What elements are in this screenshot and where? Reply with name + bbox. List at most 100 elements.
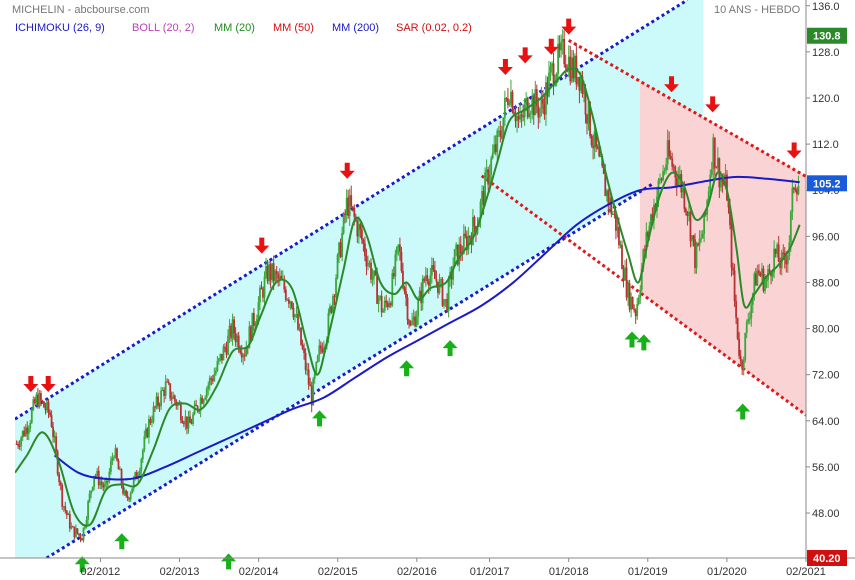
- candle-body: [560, 41, 563, 51]
- candle-body: [93, 475, 96, 487]
- candle-body: [271, 263, 274, 280]
- candle-body: [24, 427, 27, 436]
- candle-body: [265, 265, 267, 277]
- legend-ma200[interactable]: MM (200): [332, 22, 380, 34]
- candle-body: [636, 304, 639, 317]
- candle-body: [417, 300, 420, 317]
- candle-body: [777, 244, 780, 262]
- candle-body: [368, 262, 371, 264]
- candle-body: [519, 114, 521, 120]
- legend-ma20[interactable]: MM (20): [214, 22, 255, 34]
- x-tick-label: 01/2017: [470, 566, 510, 578]
- y-tick-label: 48.00: [812, 508, 840, 520]
- candle-body: [616, 227, 619, 231]
- candle-body: [578, 76, 581, 91]
- candle-body: [198, 410, 201, 412]
- candle-body: [116, 448, 118, 461]
- candle-body: [514, 115, 517, 122]
- candle-body: [473, 216, 476, 227]
- x-tick-label: 01/2018: [549, 566, 589, 578]
- ma200-line: [53, 175, 800, 481]
- candle-body: [782, 252, 785, 254]
- candle-body: [678, 174, 681, 178]
- y-tick-label: 112.0: [812, 139, 839, 151]
- candle-body: [399, 244, 401, 252]
- candle-body: [169, 383, 172, 399]
- legend-bollinger[interactable]: BOLL (20, 2): [132, 22, 195, 34]
- candle-body: [510, 91, 512, 104]
- candle-body: [668, 140, 671, 156]
- candle-body: [643, 249, 646, 251]
- candle-body: [552, 63, 555, 86]
- candle-body: [511, 91, 514, 113]
- buy-signal-arrow-icon: [74, 556, 90, 573]
- candle-body: [79, 534, 82, 539]
- candle-body: [245, 347, 248, 357]
- candle-body: [30, 409, 33, 423]
- candle-body: [523, 104, 526, 118]
- candle-body: [357, 224, 360, 237]
- candle-body: [183, 423, 185, 425]
- candle-body: [684, 208, 687, 213]
- candle-body: [27, 428, 30, 434]
- candle-body: [55, 436, 58, 452]
- candle-body: [105, 480, 108, 484]
- candle-body: [786, 255, 789, 265]
- candle-body: [476, 226, 479, 234]
- candle-body: [704, 213, 707, 215]
- candle-body: [610, 197, 613, 215]
- candle-body: [190, 422, 193, 425]
- candle-body: [630, 296, 633, 310]
- candle-body: [555, 73, 558, 83]
- candle-body: [580, 76, 582, 91]
- candle-body: [240, 352, 243, 358]
- candle-body: [505, 98, 508, 100]
- buy-signal-arrow-icon: [312, 410, 328, 427]
- candle-body: [557, 43, 560, 74]
- candle-body: [61, 485, 64, 507]
- candle-body: [440, 279, 442, 281]
- candle-body: [252, 312, 255, 326]
- x-tick-label: 02/2021: [786, 566, 826, 578]
- candle-body: [286, 299, 289, 301]
- candle-body: [619, 244, 622, 246]
- candle-body: [520, 114, 523, 116]
- candle-body: [336, 254, 339, 279]
- candle-body: [715, 167, 718, 169]
- candle-body: [187, 416, 190, 429]
- candle-body: [172, 395, 175, 399]
- candle-body: [443, 299, 445, 306]
- candle-body: [44, 407, 47, 411]
- candle-body: [126, 495, 129, 499]
- buy-signal-arrow-icon: [636, 334, 652, 351]
- legend-ichimoku[interactable]: ICHIMOKU (26, 9): [15, 22, 105, 34]
- candle-body: [263, 276, 266, 298]
- candle-body: [462, 233, 465, 254]
- candle-body: [640, 268, 643, 290]
- candle-body: [103, 483, 106, 488]
- sell-signal-arrow-icon: [561, 18, 577, 35]
- legend-ma50[interactable]: MM (50): [273, 22, 314, 34]
- candle-body: [402, 270, 404, 288]
- sell-signal-arrow-icon: [517, 47, 533, 64]
- legend-sar[interactable]: SAR (0.02, 0.2): [396, 22, 472, 34]
- candle-body: [166, 381, 169, 383]
- candle-body: [313, 373, 316, 379]
- candle-body: [231, 319, 234, 339]
- candle-body: [307, 369, 310, 385]
- candle-body: [20, 437, 23, 447]
- candle-body: [90, 490, 93, 494]
- candle-body: [503, 98, 506, 118]
- candle-body: [385, 300, 388, 303]
- candle-body: [211, 379, 214, 382]
- candle-body: [735, 301, 737, 318]
- candle-body: [738, 338, 741, 356]
- candle-body: [347, 197, 350, 216]
- candle-body: [315, 362, 318, 374]
- chart-title: MICHELIN - abcbourse.com: [12, 4, 150, 16]
- candle-body: [493, 144, 496, 153]
- candle-body: [246, 347, 249, 349]
- candle-body: [583, 88, 585, 94]
- candle-body: [785, 259, 788, 265]
